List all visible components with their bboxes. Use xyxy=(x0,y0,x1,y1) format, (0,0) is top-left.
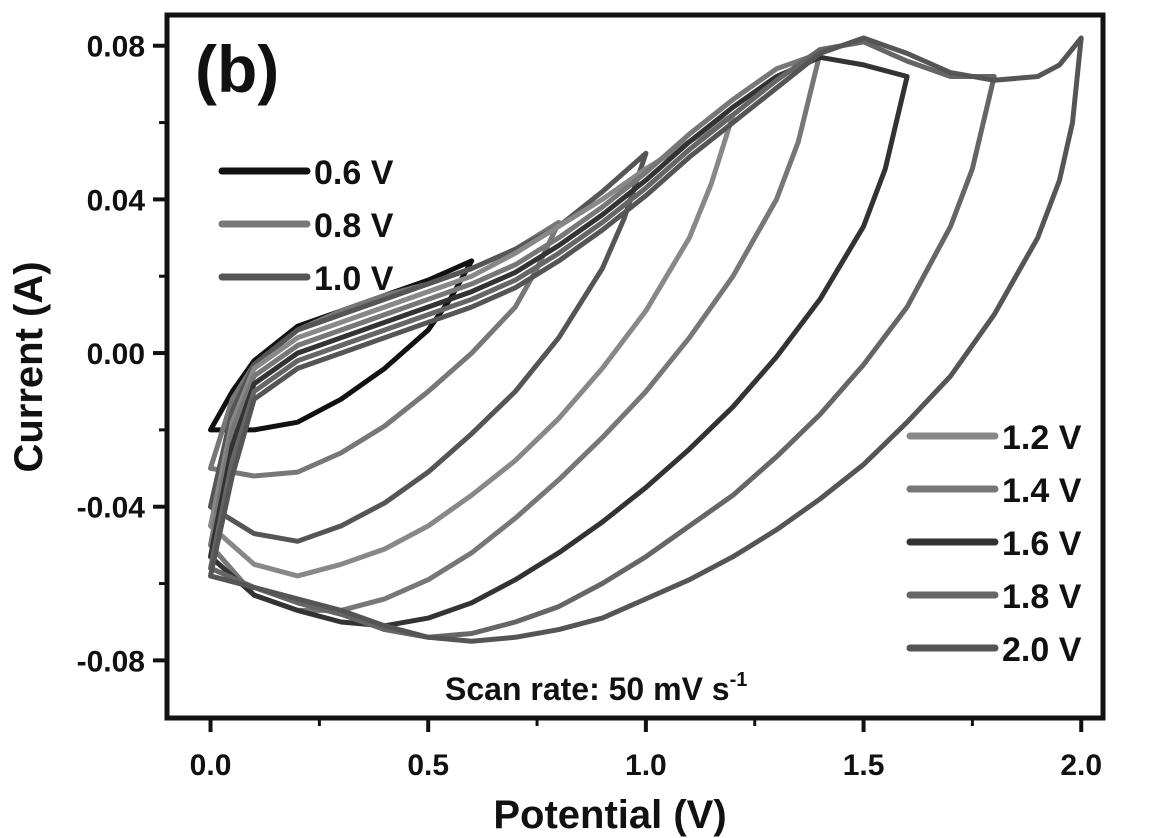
panel-label: (b) xyxy=(195,32,279,106)
legend-label: 0.8 V xyxy=(314,207,394,245)
x-tick-label: 1.5 xyxy=(843,749,885,782)
legend-right: 1.2 V 1.4 V 1.6 V 1.8 V 2.0 V xyxy=(906,419,1082,669)
y-tick-label: 0.00 xyxy=(87,338,145,371)
plot-area xyxy=(164,12,1106,721)
cv-curve-1-8-v xyxy=(208,39,997,640)
cv-curve-1-2-v xyxy=(208,112,736,579)
legend-label: 0.6 V xyxy=(314,154,394,192)
x-tick-label: 0.5 xyxy=(407,749,449,782)
scan-rate-annotation: Scan rate: 50 mV s-1 xyxy=(445,669,747,707)
cv-curve-2-0-v xyxy=(208,35,1084,644)
cv-curve-1-0-v xyxy=(208,150,649,544)
x-axis-title: Potential (V) xyxy=(493,793,726,837)
y-axis-title: Current (A) xyxy=(7,261,51,472)
plot-frame xyxy=(164,12,1106,721)
y-tick-label: 0.08 xyxy=(87,31,145,64)
x-tick-label: 0.0 xyxy=(190,749,232,782)
legend-label: 1.6 V xyxy=(1002,525,1082,563)
scan-rate-superscript: -1 xyxy=(730,669,748,691)
legend-label: 1.0 V xyxy=(314,260,394,298)
y-tick-label: -0.04 xyxy=(77,492,146,525)
y-tick-label: -0.08 xyxy=(77,645,145,678)
cv-curves xyxy=(208,35,1084,644)
legend-label: 1.4 V xyxy=(1002,472,1082,510)
legend-label: 1.8 V xyxy=(1002,578,1082,616)
cv-curve-1-6-v xyxy=(208,54,910,629)
y-tick-label: 0.04 xyxy=(87,184,146,217)
x-tick-label: 2.0 xyxy=(1060,749,1102,782)
axis-ticks: 0.0 0.5 1.0 1.5 2.0 -0.08 -0.04 0.00 0.04 0.08 xyxy=(77,31,1102,782)
x-tick-label: 1.0 xyxy=(625,749,667,782)
legend-left: 0.6 V 0.8 V 1.0 V xyxy=(218,154,394,298)
legend-label: 2.0 V xyxy=(1002,631,1082,669)
scan-rate-text: Scan rate: 50 mV s xyxy=(445,671,730,707)
cv-curve-0-6-v xyxy=(208,258,475,433)
legend-label: 1.2 V xyxy=(1002,419,1082,457)
